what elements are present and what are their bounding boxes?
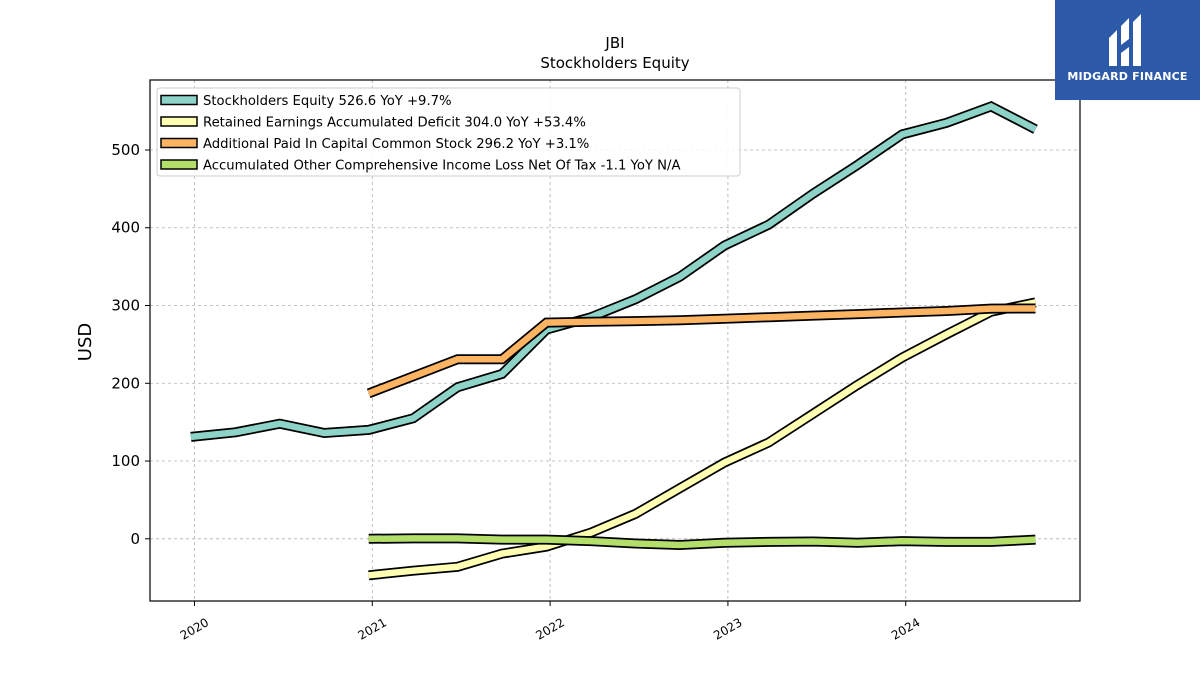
legend-swatch: [160, 159, 198, 170]
x-tick-label: 2020: [178, 615, 211, 642]
y-tick-label: 0: [130, 530, 140, 548]
series-line: [368, 535, 1036, 549]
brand-logo-text: MIDGARD FINANCE: [1067, 70, 1188, 83]
legend-swatch: [160, 94, 198, 106]
legend: Stockholders Equity 526.6 YoY +9.7% Retai…: [156, 87, 741, 177]
axis-ticks: 0 100 200 300 400 500 2020 2021 2022 2023 2024: [111, 141, 922, 643]
y-tick-label: 300: [111, 297, 140, 315]
x-tick-label: 2024: [889, 615, 922, 642]
legend-label: Accumulated Other Comprehensive Income L…: [203, 159, 681, 174]
plot-frame: [149, 79, 1081, 602]
y-tick-label: 100: [111, 452, 140, 470]
series-1: [368, 297, 1037, 581]
y-tick-label: 200: [111, 374, 140, 392]
legend-box: [156, 87, 741, 177]
chart-subtitle: Stockholders Equity: [540, 54, 689, 72]
legend-label: Retained Earnings Accumulated Deficit 30…: [203, 116, 586, 131]
brand-logo: MIDGARD FINANCE: [1055, 0, 1200, 100]
brand-logo-icon: [1109, 14, 1141, 66]
series-line: [367, 305, 1036, 397]
x-tick-label: 2021: [356, 615, 389, 642]
y-tick-label: 400: [111, 219, 140, 237]
legend-swatch: [160, 137, 198, 149]
y-tick-label: 500: [111, 141, 140, 159]
series-3: [368, 533, 1036, 551]
x-tick-label: 2023: [711, 615, 744, 642]
legend-label: Additional Paid In Capital Common Stock …: [203, 137, 589, 152]
series-line: [190, 102, 1037, 441]
series-line: [368, 299, 1037, 579]
series-0: [190, 100, 1038, 442]
legend-label: Stockholders Equity 526.6 YoY +9.7%: [203, 94, 452, 109]
y-axis-label: USD: [75, 323, 96, 361]
series-2: [366, 303, 1036, 399]
chart-title: JBI: [604, 34, 624, 52]
series-layer: [190, 100, 1038, 581]
x-tick-label: 2022: [533, 615, 566, 642]
legend-swatch: [160, 116, 198, 127]
